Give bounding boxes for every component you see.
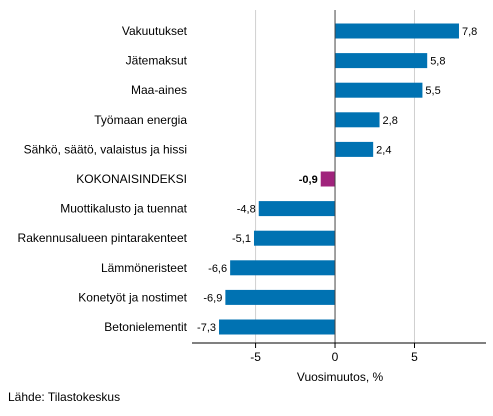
x-tick-label: 0 bbox=[332, 350, 339, 364]
value-label: 2,4 bbox=[376, 144, 391, 156]
x-axis-label: Vuosimuutos, % bbox=[297, 370, 384, 384]
bar bbox=[219, 319, 336, 335]
category-label: Jätemaksut bbox=[126, 54, 188, 68]
bars bbox=[219, 23, 459, 335]
x-tick-label: -5 bbox=[250, 350, 261, 364]
bar bbox=[335, 23, 459, 39]
value-label: 5,5 bbox=[425, 85, 440, 97]
bar bbox=[335, 141, 374, 157]
bar bbox=[335, 82, 423, 98]
category-label: Muottikalusto ja tuennat bbox=[60, 202, 187, 216]
bar bbox=[230, 260, 336, 276]
bar bbox=[335, 112, 380, 128]
bar bbox=[253, 230, 336, 246]
value-label: 2,8 bbox=[383, 115, 398, 127]
bar bbox=[225, 289, 336, 305]
category-label: Vakuutukset bbox=[122, 24, 188, 38]
value-label: -5,1 bbox=[232, 233, 251, 245]
value-label: -4,8 bbox=[237, 204, 256, 216]
category-label: Sähkö, säätö, valaistus ja hissi bbox=[24, 142, 187, 156]
x-axis: -5 0 5 bbox=[192, 10, 486, 364]
category-label: Rakennusalueen pintarakenteet bbox=[18, 231, 188, 245]
value-label: -0,9 bbox=[299, 174, 318, 186]
category-label: Maa-aines bbox=[131, 83, 187, 97]
value-label: 5,8 bbox=[430, 56, 445, 68]
value-label: 7,8 bbox=[462, 26, 477, 38]
category-label: KOKONAISINDEKSI bbox=[76, 172, 187, 186]
category-label: Lämmöneristeet bbox=[101, 261, 188, 275]
category-label: Konetyöt ja nostimet bbox=[78, 290, 187, 304]
value-label: -6,9 bbox=[203, 292, 222, 304]
bar bbox=[258, 201, 336, 217]
bar bbox=[335, 53, 428, 69]
value-label: -7,3 bbox=[197, 322, 216, 334]
category-label: Betonielementit bbox=[104, 320, 187, 334]
value-labels: 7,8 5,8 5,5 2,8 2,4 -0,9 -4,8 -5,1 -6,6 -6,9 -7,3 bbox=[197, 26, 477, 334]
bar bbox=[320, 171, 336, 187]
value-label: -6,6 bbox=[208, 263, 227, 275]
source-note: Lähde: Tilastokeskus bbox=[8, 390, 121, 404]
category-label: Työmaan energia bbox=[94, 113, 187, 127]
x-tick-label: 5 bbox=[411, 350, 418, 364]
category-labels: Vakuutukset Jätemaksut Maa-aines Työmaan en… bbox=[18, 24, 188, 334]
